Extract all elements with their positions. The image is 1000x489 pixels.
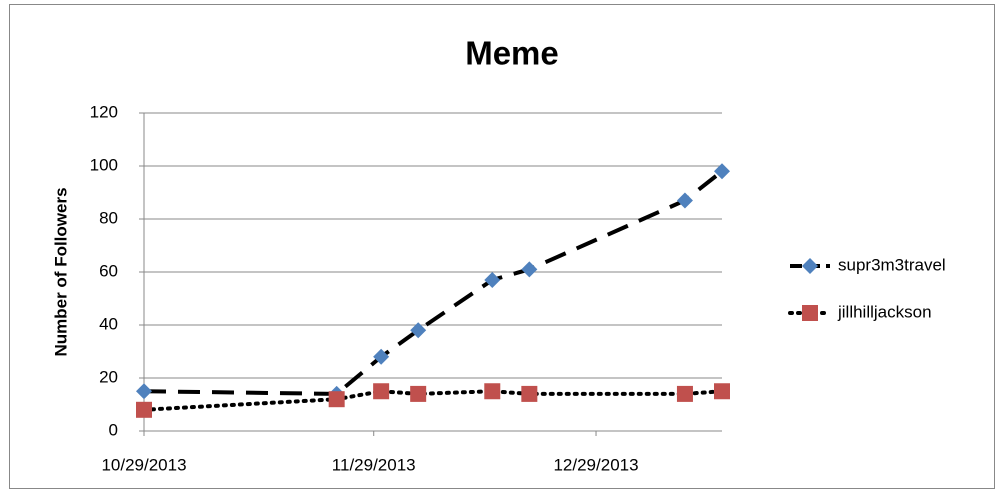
x-tick-label: 12/29/2013 [553,455,638,474]
y-tick-label: 100 [90,155,118,174]
y-tick-label: 20 [99,367,118,386]
x-tick-label: 10/29/2013 [101,455,186,474]
x-tick-label: 11/29/2013 [332,455,416,474]
y-tick-label: 40 [99,314,118,333]
marker [484,383,501,400]
marker [714,163,730,180]
marker [373,348,390,365]
marker [136,383,152,400]
marker [676,385,693,402]
legend-label: supr3m3travel [838,255,946,274]
legend-marker [802,305,818,321]
marker [521,385,538,402]
legend-label: jillhilljackson [837,302,932,321]
marker [484,271,501,288]
marker [410,385,427,402]
y-tick-label: 0 [109,420,118,439]
marker [521,261,538,278]
marker [136,401,152,418]
marker [714,383,730,400]
y-tick-label: 60 [99,261,118,280]
marker [373,383,390,400]
chart-title: Meme [465,35,559,72]
marker [676,192,693,209]
series-line [143,169,724,396]
marker [410,322,427,339]
marker [328,391,345,408]
y-axis-label: Number of Followers [51,187,70,356]
chart-border [9,4,995,489]
y-tick-label: 120 [90,102,118,121]
legend-marker [802,258,818,274]
y-tick-label: 80 [99,208,118,227]
